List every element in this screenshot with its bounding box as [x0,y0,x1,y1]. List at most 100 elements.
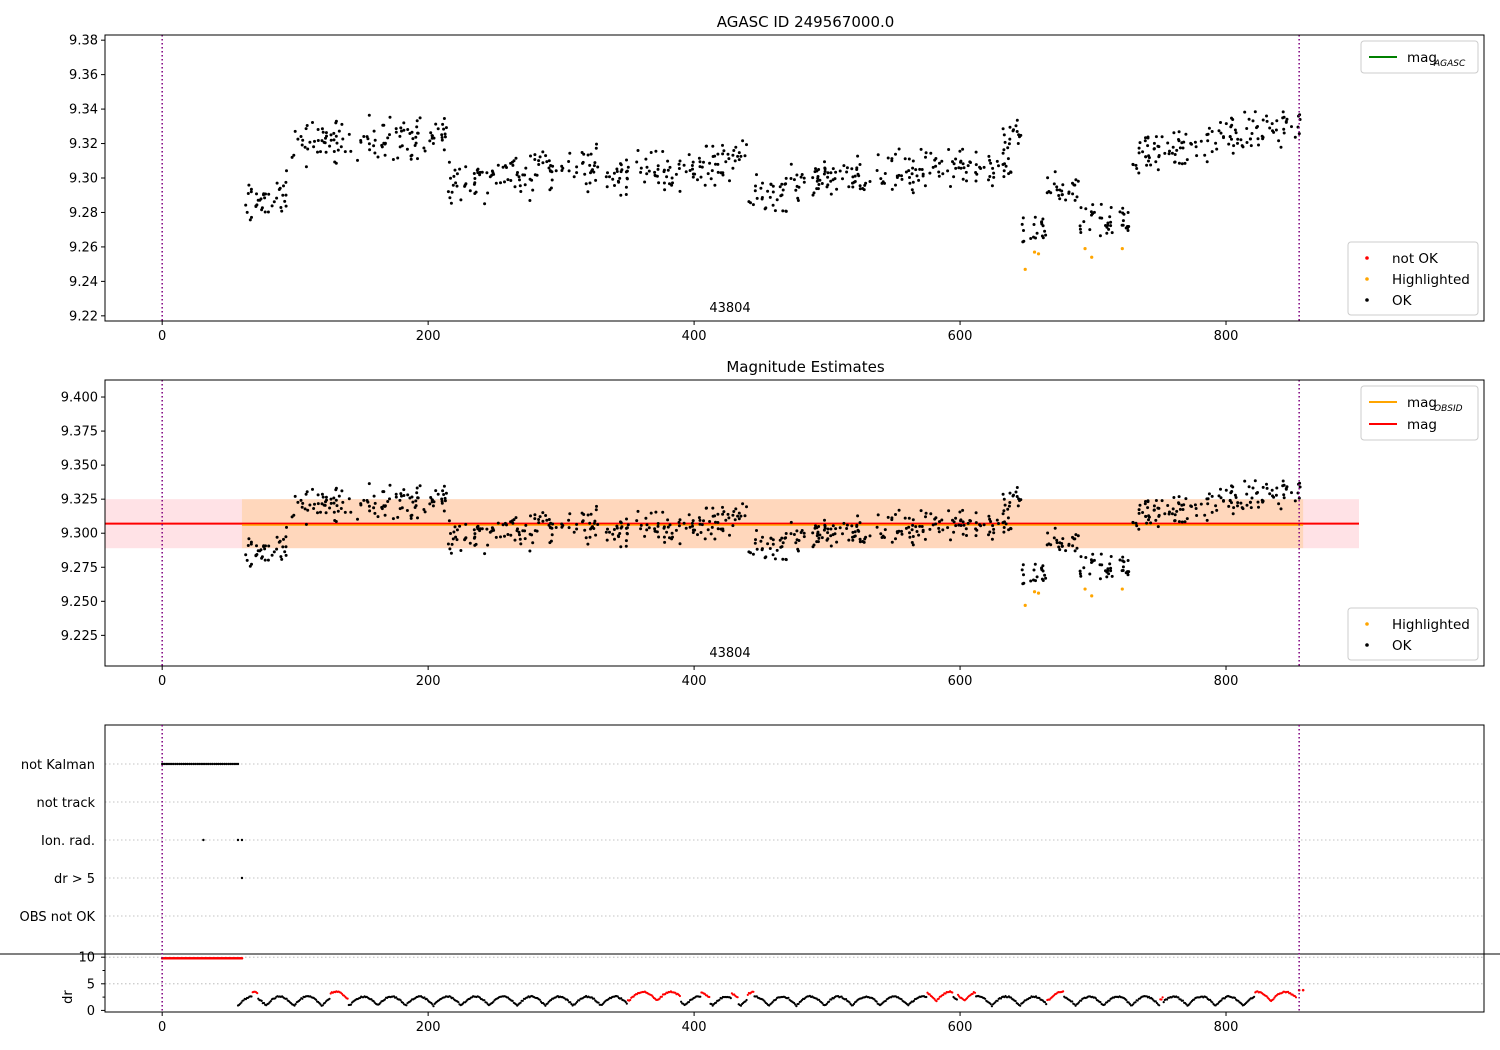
data-point-ok [875,169,879,172]
data-point-ok [1084,207,1088,211]
flag-label: Ion. rad. [41,834,95,849]
data-point-ok [1279,507,1283,511]
data-point-ok [300,505,304,509]
data-point-ok [414,141,418,145]
data-point-ok [796,196,800,200]
data-point-ok [405,147,409,151]
data-point-ok [1018,499,1021,503]
data-point-ok [781,188,785,192]
data-point-ok [708,161,712,165]
data-point-ok [886,515,890,519]
data-point-ok [903,157,907,161]
data-point-ok [509,533,513,537]
data-point-ok [958,510,962,514]
dr-point [996,999,999,1002]
data-point-ok [823,160,826,164]
flag-point [232,762,236,766]
dr-point [680,1000,683,1003]
data-point-ok [1173,519,1177,523]
data-point-ok [759,539,763,543]
dr-point [797,1002,800,1006]
data-point-ok [778,538,782,542]
data-point-ok [662,181,666,185]
data-point-ok [541,519,545,523]
data-point-ok [815,187,819,191]
data-point-ok [316,511,319,515]
data-point-ok [1298,481,1302,485]
data-point-ok [611,177,615,181]
data-point-ok [763,556,767,560]
data-point-ok [402,128,406,132]
flag-point [225,762,228,766]
dr-point [576,1000,579,1004]
data-point-ok [625,517,628,521]
data-point-ok [1272,495,1276,499]
data-point-ok [441,122,445,126]
data-point-ok [1016,504,1020,508]
data-point-highlighted [1036,252,1041,256]
data-point-ok [418,484,422,488]
data-point-ok [339,507,343,510]
data-point-ok [908,535,912,539]
data-point-ok [1166,141,1170,145]
line-legend-box [1360,385,1479,441]
dr-point [794,1003,797,1006]
data-point-ok [1178,507,1182,511]
data-point-ok [1045,191,1049,195]
dr-point [955,998,959,1001]
data-point-ok [914,525,918,529]
data-point-ok [1137,146,1141,150]
y-tick-label: 10 [78,951,95,966]
dr-point-bad [660,995,664,998]
data-point-ok [991,524,995,528]
data-point-ok [1001,127,1005,131]
data-point-ok [263,547,267,551]
data-point-ok [1146,506,1150,510]
data-point-ok [678,159,682,163]
data-point-ok [1134,521,1138,525]
data-point-ok [388,497,391,501]
data-point-ok [444,126,448,130]
data-point-ok [1245,492,1249,496]
data-point-ok [349,149,353,153]
data-point-ok [1131,162,1135,166]
flag-point [234,762,238,766]
data-point-ok [434,489,438,493]
data-point-ok [513,185,517,189]
data-point-ok [402,121,406,125]
data-point-ok [296,137,300,141]
data-point-ok [593,519,597,523]
data-point-ok [1160,499,1164,503]
data-point-ok [699,175,703,179]
data-point-ok [455,184,459,188]
y-tick-label: 9.22 [69,309,98,324]
data-point-ok [997,164,1000,168]
data-point-ok [734,507,738,511]
dr-point [328,997,331,1000]
data-point-ok [1033,215,1037,219]
data-point-ok [332,501,336,505]
data-point-ok [1040,221,1044,225]
data-point-ok [454,181,458,185]
data-point-ok [1219,131,1223,135]
data-point-ok [974,163,978,167]
data-point-ok [458,167,462,171]
data-point-ok [329,138,333,142]
dr-point [511,999,514,1003]
data-point-ok [394,127,398,131]
data-point-ok [560,169,564,172]
data-point-ok [548,525,552,529]
x-tick-label: 200 [416,1020,441,1035]
data-point-ok [473,181,477,185]
data-point-ok [835,187,839,191]
data-point-ok [611,532,615,536]
panel-title: AGASC ID 249567000.0 [717,13,895,31]
data-point-ok [608,175,611,179]
data-point-ok [737,517,741,521]
dr-point [1103,1003,1106,1006]
data-point-ok [1078,569,1082,573]
data-point-ok [823,523,827,527]
flag-point [201,762,205,766]
data-point-ok [940,518,944,522]
data-point-ok [816,175,820,178]
